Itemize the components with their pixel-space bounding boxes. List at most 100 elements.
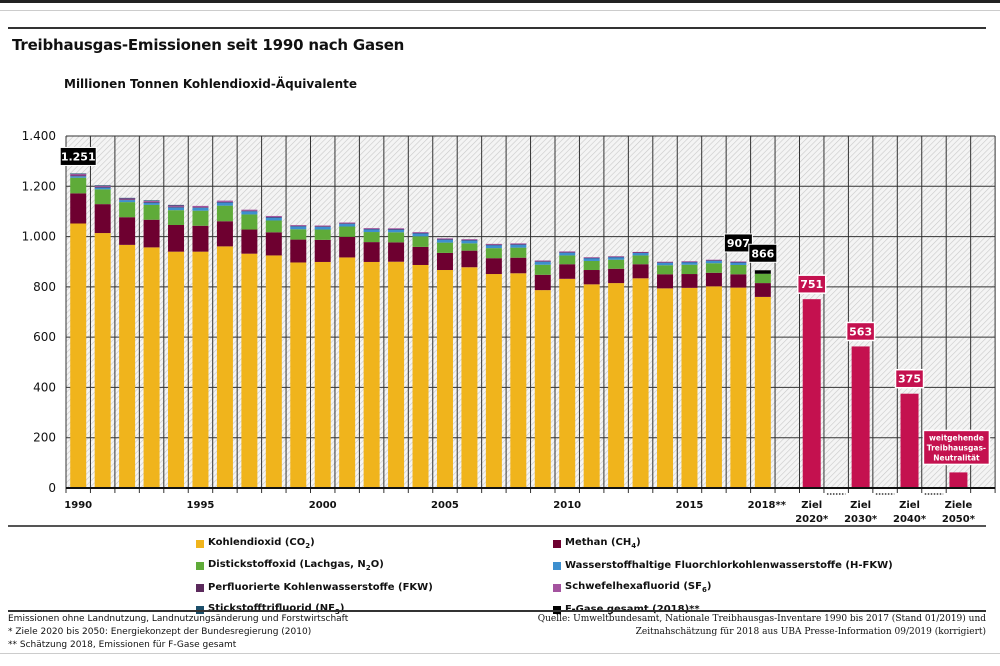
bar-stack	[143, 200, 160, 488]
bar-segment-fkw	[461, 239, 478, 241]
bar-segment-hfkw	[436, 239, 453, 243]
x-tick-label: 1990	[64, 500, 92, 511]
x-tick-label: 2020*	[795, 514, 829, 525]
bar-stack	[632, 251, 649, 488]
bar-segment-sf6	[265, 215, 282, 217]
bars	[70, 173, 771, 489]
bar-segment-n2o	[657, 265, 674, 275]
bar-segment-hfkw	[583, 257, 600, 261]
bar-segment-n2o	[216, 205, 233, 222]
bar-segment-sf6	[681, 261, 698, 262]
value-badge	[723, 233, 753, 253]
bar-segment-sf6	[216, 200, 233, 202]
bar-segment-fkw	[119, 199, 136, 201]
bar-segment-n2o	[70, 177, 87, 194]
legend-label: Perfluorierte Kohlenwasserstoffe (FKW)	[208, 582, 433, 593]
bar-segment-n2o	[94, 189, 111, 205]
bar-segment-ch4	[436, 252, 453, 271]
bar-segment-fkw	[412, 232, 429, 234]
bar-stack	[192, 205, 209, 488]
bar-segment-hfkw	[94, 187, 111, 190]
bar-segment-n2o	[681, 264, 698, 275]
bar-segment-hfkw	[70, 176, 87, 178]
target-value-label: Treibhausgas-	[927, 443, 986, 452]
bar-segment-nf3	[119, 197, 136, 199]
bar-segment-co2	[730, 287, 747, 488]
bar-segment-co2	[290, 262, 307, 488]
legend-item: Schwefelhexafluorid (SF6)	[553, 577, 893, 599]
bar-segment-co2	[705, 286, 722, 488]
x-tick-label: 2030*	[844, 514, 878, 525]
x-tick-label: 1995	[187, 500, 215, 511]
bar-segment-n2o	[461, 243, 478, 251]
bar-segment-co2	[339, 257, 356, 488]
data-labels: 751 563 375 weitgehendeTreibhausgas-Neutral…	[59, 146, 991, 466]
legend-swatch	[553, 562, 561, 570]
y-tick-label: 1.400	[22, 129, 56, 143]
bar-segment-hfkw	[730, 262, 747, 265]
legend-swatch	[553, 584, 561, 592]
bar-segment-co2	[510, 273, 527, 488]
bar-segment-n2o	[388, 232, 405, 243]
bar-segment-n2o	[168, 210, 185, 226]
bar-segment-hfkw	[681, 261, 698, 265]
bar-segment-n2o	[608, 259, 625, 269]
bar-segment-hfkw	[510, 244, 527, 248]
bar-segment-n2o	[119, 202, 136, 218]
bar-segment-ch4	[143, 219, 160, 248]
x-tick-label: Ziel	[899, 500, 920, 511]
bar-segment-co2	[559, 278, 576, 488]
x-tick-label: Ziel	[801, 500, 822, 511]
bar-stack	[485, 243, 502, 488]
y-tick-label: 1.000	[22, 230, 56, 244]
bar-segment-fkw	[559, 252, 576, 253]
bar-stack	[730, 261, 747, 488]
bar-segment-ch4	[583, 270, 600, 285]
bar-segment-ch4	[265, 232, 282, 256]
bar-segment-ch4	[632, 264, 649, 279]
target-value-label: 563	[849, 325, 872, 338]
y-tick-label: 1.200	[22, 179, 56, 193]
bar-segment-n2o	[559, 255, 576, 265]
bar-segment-ch4	[510, 257, 527, 274]
bar-segment-sf6	[314, 225, 331, 227]
bar-segment-n2o	[754, 273, 771, 284]
bar-segment-hfkw	[241, 211, 258, 215]
bar-segment-hfkw	[216, 202, 233, 206]
bar-segment-hfkw	[143, 202, 160, 205]
bar-segment-hfkw	[705, 260, 722, 264]
bar-segment-sf6	[241, 209, 258, 211]
value-label: 1.251	[61, 150, 96, 163]
target-bar	[900, 393, 919, 488]
bar-segment-co2	[143, 247, 160, 488]
bar-stack	[436, 238, 453, 488]
x-tick-label: 2050*	[942, 514, 976, 525]
bar-segment-n2o	[485, 248, 502, 259]
legend-right-column: Methan (CH4) Wasserstoffhaltige Fluorchlo…	[553, 533, 893, 621]
bar-segment-n2o	[241, 214, 258, 230]
bar-segment-co2	[632, 278, 649, 488]
x-tick-label: 2005	[431, 500, 459, 511]
bar-stack	[363, 228, 380, 488]
bar-segment-nf3	[94, 185, 111, 186]
bar-segment-co2	[192, 251, 209, 488]
bar-segment-sf6	[412, 232, 429, 233]
bar-segment-sf6	[559, 251, 576, 253]
legend-label: Kohlendioxid (CO2)	[208, 536, 315, 550]
bar-segment-sf6	[705, 259, 722, 261]
value-badge	[748, 243, 778, 263]
bar-segment-fgase	[754, 270, 771, 274]
bar-segment-ch4	[241, 229, 258, 254]
bar-stack	[265, 215, 282, 488]
bar-segment-ch4	[608, 268, 625, 284]
bar-segment-sf6	[339, 222, 356, 224]
bar-segment-sf6	[485, 243, 502, 245]
bar-segment-hfkw	[632, 252, 649, 256]
bar-segment-sf6	[461, 239, 478, 240]
legend-swatch	[553, 540, 561, 548]
bar-segment-hfkw	[363, 229, 380, 233]
bar-segment-sf6	[94, 185, 111, 187]
chart-svg: 0 200 400 600 800 1.000 1.200 1.400 1990 1995 2000…	[22, 129, 996, 525]
bar-segment-ch4	[657, 274, 674, 289]
bar-segment-sf6	[436, 238, 453, 240]
